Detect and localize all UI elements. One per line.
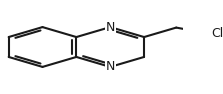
- Text: N: N: [105, 60, 115, 73]
- Text: N: N: [105, 21, 115, 34]
- Text: Cl: Cl: [211, 27, 223, 40]
